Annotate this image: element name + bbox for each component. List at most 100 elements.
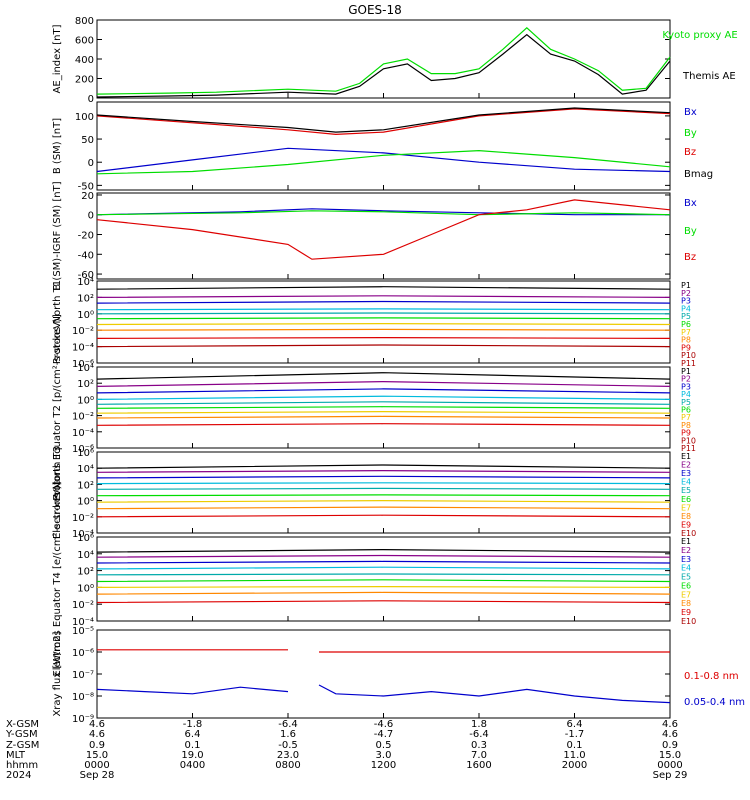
legend-item: E5 bbox=[681, 486, 691, 495]
x-col-value: 11.0 bbox=[563, 750, 585, 761]
y-tick-label: 10⁴ bbox=[77, 363, 94, 374]
x-col-value: 4.6 bbox=[662, 729, 678, 740]
y-tick-label: 10⁶ bbox=[77, 448, 94, 459]
x-col-value: Sep 28 bbox=[80, 770, 115, 781]
legend-item: P5 bbox=[681, 312, 691, 321]
series-p8 bbox=[96, 328, 671, 331]
series-p9 bbox=[96, 336, 671, 339]
series-e4 bbox=[96, 482, 671, 485]
series-e2 bbox=[96, 469, 671, 473]
series-p1 bbox=[96, 286, 671, 290]
x-col-value: 4.6 bbox=[89, 729, 105, 740]
y-tick-label: 20 bbox=[81, 191, 94, 202]
series-p3 bbox=[96, 300, 671, 304]
y-tick-label: 10⁻⁷ bbox=[72, 670, 94, 681]
series-p5 bbox=[96, 401, 671, 405]
series-e8 bbox=[96, 506, 671, 510]
y-tick-label: 10² bbox=[77, 379, 94, 390]
x-col-value: 1600 bbox=[466, 760, 491, 771]
x-col-value: 6.4 bbox=[567, 719, 583, 730]
panel-bdiff: 20 0 -20 -40 -60 B (SM)-IGRF (SM) [nT] Bx By Bz bbox=[52, 181, 697, 290]
series-bx bbox=[96, 208, 670, 216]
series-0-05-0-4-nm bbox=[96, 684, 671, 704]
y-tick-label: 10⁻⁴ bbox=[72, 428, 94, 439]
x-col-value: -4.7 bbox=[374, 729, 394, 740]
legend-item: P3 bbox=[681, 297, 691, 306]
x-row-label: Y-GSM bbox=[5, 729, 38, 740]
panel-bsm: 100 50 0 -50 B (SM) [nT] Bx By Bz Bmag bbox=[52, 101, 713, 192]
legend-item: P11 bbox=[681, 359, 696, 368]
x-axis-table: X-GSMY-GSMZ-GSMMLThhmm20244.64.60.915.00… bbox=[5, 719, 687, 781]
x-col-value: 4.6 bbox=[89, 719, 105, 730]
series-p5 bbox=[96, 312, 671, 315]
legend-item: P9 bbox=[681, 343, 691, 352]
series-p2 bbox=[96, 380, 671, 387]
x-row-label: X-GSM bbox=[6, 719, 39, 730]
series-by bbox=[96, 210, 671, 216]
y-axis-label: Protons Equator T2 [p/(cm²-s-sr-keV)] bbox=[52, 314, 63, 501]
x-col-value: -1.8 bbox=[183, 719, 203, 730]
series-bmag bbox=[96, 107, 671, 133]
y-tick-label: 10⁰ bbox=[77, 310, 94, 321]
x-row-label: MLT bbox=[6, 750, 26, 761]
x-col-value: Sep 29 bbox=[653, 770, 688, 781]
series-e1 bbox=[96, 464, 671, 469]
x-col-value: 6.4 bbox=[185, 729, 201, 740]
legend-item: P8 bbox=[681, 336, 691, 345]
legend-item: P10 bbox=[681, 351, 696, 360]
y-tick-label: -60 bbox=[78, 270, 94, 281]
y-tick-label: 0 bbox=[88, 211, 94, 222]
series-e5 bbox=[96, 573, 671, 576]
legend-item: E10 bbox=[681, 529, 696, 538]
legend-item: E8 bbox=[681, 599, 691, 608]
legend-themis: Themis AE bbox=[682, 71, 736, 82]
y-tick-label: 0 bbox=[88, 158, 94, 169]
y-axis-label: AE_index [nT] bbox=[52, 24, 63, 93]
legend-item: E4 bbox=[681, 564, 691, 573]
legend-item: E1 bbox=[681, 537, 691, 546]
series-e3 bbox=[96, 560, 671, 564]
panel-frame bbox=[96, 629, 671, 719]
y-tick-label: 10⁴ bbox=[77, 277, 94, 288]
x-col-value: 19.0 bbox=[181, 750, 203, 761]
series-e7 bbox=[96, 585, 671, 588]
x-col-value: -6.4 bbox=[278, 719, 298, 730]
panel-frame bbox=[96, 280, 671, 364]
y-tick-label: 200 bbox=[75, 75, 94, 86]
legend-item: Bx bbox=[684, 198, 697, 209]
series-p3 bbox=[96, 388, 671, 394]
legend-item: P9 bbox=[681, 429, 691, 438]
legend-item: By bbox=[684, 226, 697, 237]
x-col-value: 7.0 bbox=[471, 750, 487, 761]
y-axis-label: Electrons Equator T4 [e/(cm²-s-sr-keV)] bbox=[52, 481, 63, 676]
chart-title: GOES-18 bbox=[348, 3, 402, 17]
y-axis-label: Electrons North T3 bbox=[52, 446, 63, 539]
legend-item: P1 bbox=[681, 281, 691, 290]
legend-item: By bbox=[684, 128, 697, 139]
y-tick-label: 0 bbox=[88, 94, 94, 105]
series-p8 bbox=[96, 415, 671, 419]
series-e7 bbox=[96, 499, 671, 503]
series-p7 bbox=[96, 322, 671, 326]
x-col-value: -0.5 bbox=[278, 740, 298, 751]
legend-item: P2 bbox=[681, 289, 691, 298]
legend-item: Bz bbox=[684, 252, 696, 263]
y-tick-label: 800 bbox=[75, 16, 94, 27]
panel-elec4: 10⁶ 10⁴ 10² 10⁰ 10⁻² 10⁻⁴ Electrons Equator T4… bbox=[52, 481, 696, 676]
series-0-1-0-8-nm bbox=[97, 649, 670, 653]
y-tick-label: 50 bbox=[81, 135, 94, 146]
x-col-value: 3.0 bbox=[376, 750, 392, 761]
panel-xray: 10⁻⁵ 10⁻⁶ 10⁻⁷ 10⁻⁸ 10⁻⁹ Xray flux [W/m2] 0.1-… bbox=[52, 626, 745, 725]
y-tick-label: 10⁻⁶ bbox=[72, 648, 94, 659]
x-col-value: 0.1 bbox=[567, 740, 583, 751]
y-tick-label: 400 bbox=[75, 55, 94, 66]
series-e2 bbox=[96, 554, 671, 558]
legend-item: P6 bbox=[681, 406, 691, 415]
series-e9 bbox=[96, 600, 671, 604]
y-axis-label: Protons North T1 bbox=[52, 280, 63, 364]
legend-item: P6 bbox=[681, 320, 691, 329]
y-tick-label: -50 bbox=[78, 181, 94, 192]
legend-item: E3 bbox=[681, 469, 691, 478]
x-col-value: 1200 bbox=[371, 760, 396, 771]
